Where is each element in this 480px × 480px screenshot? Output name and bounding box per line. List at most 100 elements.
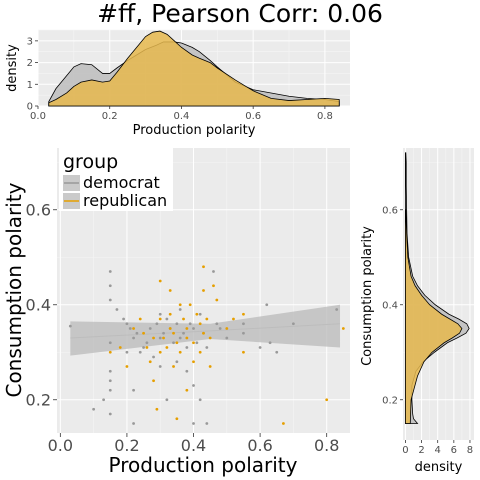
scatter-x-axis-label: Production polarity xyxy=(109,453,298,477)
point-democrat xyxy=(198,398,202,402)
point-republican xyxy=(225,327,229,330)
point-democrat xyxy=(165,398,169,402)
point-republican xyxy=(162,336,165,340)
point-republican xyxy=(175,417,179,421)
plot-title: #ff, Pearson Corr: 0.06 xyxy=(97,0,383,28)
right-x-tick-label: 6 xyxy=(451,445,457,456)
point-democrat xyxy=(132,336,135,340)
scatter-y-axis-label: Consumption polarity xyxy=(2,182,26,397)
point-republican xyxy=(202,331,205,335)
point-democrat xyxy=(335,308,339,311)
right-x-axis-label: density xyxy=(415,460,463,475)
point-republican xyxy=(178,350,182,354)
point-democrat xyxy=(192,422,195,425)
right-x-tick-label: 0 xyxy=(402,445,408,456)
top-x-tick-label: 0.4 xyxy=(173,111,189,122)
point-democrat xyxy=(132,388,135,392)
point-democrat xyxy=(178,336,182,340)
point-republican xyxy=(195,312,199,316)
point-republican xyxy=(205,317,209,321)
top-x-tick-label: 0.6 xyxy=(245,111,261,122)
scatter-x-tick-label: 0.0 xyxy=(48,436,73,455)
point-republican xyxy=(178,303,182,307)
point-democrat xyxy=(102,398,106,402)
top-x-tick-label: 0.2 xyxy=(102,111,118,122)
right-y-axis-label: Consumption polarity xyxy=(360,226,375,366)
scatter-x-tick-label: 0.8 xyxy=(314,436,339,455)
point-republican xyxy=(188,303,192,307)
point-democrat xyxy=(178,308,182,311)
point-republican xyxy=(232,317,235,321)
point-democrat xyxy=(198,312,202,316)
point-republican xyxy=(152,379,155,383)
point-democrat xyxy=(225,336,229,340)
point-democrat xyxy=(175,360,179,364)
point-republican xyxy=(132,327,135,330)
top-y-tick-label: 2 xyxy=(27,58,33,69)
point-republican xyxy=(198,322,202,326)
point-democrat xyxy=(108,298,112,302)
top-y-axis-label: density xyxy=(5,44,20,92)
right-x-tick-label: 2 xyxy=(418,445,424,456)
point-democrat xyxy=(265,303,269,307)
top-density-republican xyxy=(48,30,340,107)
scatter-x-tick-label: 0.4 xyxy=(181,436,206,455)
point-democrat xyxy=(192,384,195,387)
right-density-panel: 0 2 4 6 8 0.2 0.4 0.6 density Consumption polarit… xyxy=(360,148,474,475)
point-democrat xyxy=(175,322,179,326)
point-republican xyxy=(168,327,172,330)
point-democrat xyxy=(182,331,185,335)
point-republican xyxy=(325,398,329,402)
point-republican xyxy=(148,360,152,364)
point-democrat xyxy=(135,331,139,335)
point-republican xyxy=(282,422,285,425)
point-democrat xyxy=(185,346,189,349)
point-democrat xyxy=(185,369,189,373)
top-x-axis-label: Production polarity xyxy=(133,123,256,138)
point-republican xyxy=(202,265,205,269)
point-republican xyxy=(108,350,112,354)
point-democrat xyxy=(192,327,195,330)
point-democrat xyxy=(155,322,159,326)
point-republican xyxy=(172,331,175,335)
point-democrat xyxy=(115,308,119,311)
point-republican xyxy=(152,336,155,340)
legend-label-republican: republican xyxy=(83,191,167,210)
point-democrat xyxy=(165,317,169,321)
point-republican xyxy=(168,289,172,292)
scatter-x-tick-label: 0.2 xyxy=(114,436,139,455)
point-republican xyxy=(192,341,195,345)
point-republican xyxy=(185,388,189,392)
point-republican xyxy=(198,350,202,354)
point-democrat xyxy=(132,422,135,425)
top-y-tick-label: 1 xyxy=(27,80,33,91)
point-republican xyxy=(208,365,212,368)
point-democrat xyxy=(148,327,152,330)
point-democrat xyxy=(162,331,165,335)
point-republican xyxy=(125,365,129,368)
point-democrat xyxy=(158,336,162,340)
point-democrat xyxy=(108,388,112,392)
top-x-tick-label: 0.0 xyxy=(30,111,46,122)
point-republican xyxy=(158,317,162,321)
point-republican xyxy=(202,289,205,292)
point-republican xyxy=(212,284,215,288)
point-republican xyxy=(138,317,142,321)
point-republican xyxy=(182,317,185,321)
point-democrat xyxy=(108,284,112,288)
point-republican xyxy=(175,341,179,345)
point-democrat xyxy=(268,341,272,345)
right-y-tick-label: 0.6 xyxy=(382,205,398,216)
point-democrat xyxy=(242,331,245,335)
point-democrat xyxy=(122,317,125,321)
point-democrat xyxy=(108,369,112,373)
point-republican xyxy=(142,331,145,335)
point-republican xyxy=(341,327,345,330)
point-democrat xyxy=(125,350,129,354)
point-republican xyxy=(215,298,219,302)
scatter-y-tick-label: 0.2 xyxy=(26,390,51,409)
point-republican xyxy=(155,407,159,411)
